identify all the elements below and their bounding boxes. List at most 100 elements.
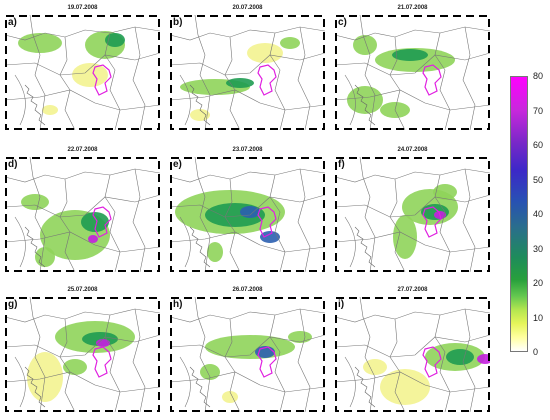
country-border (5, 308, 160, 323)
precipitation-area (433, 184, 457, 200)
region-outline (257, 206, 277, 238)
panel-letter: f) (337, 159, 346, 170)
map-panel: 23.07.2008 e) (170, 146, 325, 274)
country-border (29, 157, 46, 272)
country-border (344, 74, 356, 126)
region-outline (257, 346, 277, 378)
colorbar-tick-label: 80 (533, 71, 544, 81)
country-border (170, 52, 325, 76)
map-frame (170, 297, 325, 412)
country-border (170, 168, 325, 183)
coastline (189, 366, 211, 408)
country-border (389, 178, 406, 272)
precipitation-map (5, 157, 160, 272)
precipitation-area (105, 33, 125, 47)
precipitation-map (335, 15, 490, 130)
country-border (132, 26, 146, 130)
map-panel: 26.07.2008 h) (170, 286, 325, 414)
panel-date: 23.07.2008 (232, 147, 263, 153)
map-frame (335, 15, 490, 130)
country-border (5, 371, 160, 393)
country-border (170, 308, 325, 323)
country-border (179, 216, 191, 268)
coastline (24, 84, 46, 126)
country-border (335, 52, 490, 76)
country-border (14, 356, 26, 408)
panel-letter: h) (172, 299, 184, 310)
country-border (269, 32, 286, 130)
country-border (194, 297, 211, 412)
country-border (5, 89, 160, 111)
country-border (359, 297, 376, 412)
country-border (5, 52, 160, 76)
coastline (24, 226, 46, 268)
map-frame (335, 157, 490, 272)
country-border (5, 334, 160, 358)
panel-letter: b) (172, 17, 184, 28)
country-border (335, 308, 490, 323)
precipitation-area (35, 247, 55, 267)
precipitation-area (81, 212, 109, 232)
panel-date: 26.07.2008 (232, 287, 263, 293)
precipitation-map (335, 157, 490, 272)
country-border (335, 231, 490, 253)
country-border (29, 297, 46, 412)
country-border (179, 74, 191, 126)
map-frame (5, 297, 160, 412)
map-frame (335, 297, 490, 412)
country-border (462, 26, 476, 130)
map-panel: 22.07.2008 d) (5, 146, 160, 274)
colorbar-tick-label: 0 (533, 347, 539, 357)
country-border (224, 36, 241, 130)
map-panel: 21.07.2008 c) (335, 4, 490, 132)
country-border (389, 318, 406, 412)
precipitation-map (335, 297, 490, 412)
region-outline (422, 64, 442, 96)
precipitation-area (446, 349, 474, 365)
country-border (59, 36, 76, 130)
country-border (224, 318, 241, 412)
precipitation-area (260, 231, 280, 243)
country-border (132, 308, 146, 412)
panel-letter: i) (337, 299, 346, 310)
map-panel: 24.07.2008 f) (335, 146, 490, 274)
precipitation-map (5, 297, 160, 412)
coastline (24, 366, 46, 408)
coastline (354, 366, 376, 408)
colorbar-tick-label: 70 (533, 105, 544, 116)
region-outline (92, 346, 112, 378)
coastline (354, 226, 376, 268)
precipitation-map (170, 15, 325, 130)
precipitation-area (240, 206, 260, 218)
precipitation-area (380, 369, 430, 405)
colorbar-tick-label: 50 (533, 174, 544, 185)
country-border (224, 178, 241, 272)
panel-date: 19.07.2008 (67, 5, 98, 11)
country-border (29, 15, 46, 130)
country-border (179, 356, 191, 408)
country-border (462, 308, 476, 412)
country-border (359, 157, 376, 272)
precipitation-area (72, 63, 108, 87)
colorbar-tick-label: 40 (533, 209, 544, 219)
map-frame (5, 157, 160, 272)
precipitation-area (96, 339, 110, 347)
precipitation-area (88, 235, 98, 243)
map-frame (5, 15, 160, 130)
country-border (297, 26, 311, 130)
precipitation-area (42, 105, 58, 115)
country-border (344, 356, 356, 408)
country-border (170, 194, 325, 218)
country-border (170, 334, 325, 358)
map-panel: 27.07.2008 i) (335, 286, 490, 414)
panel-date: 21.07.2008 (397, 5, 428, 11)
country-border (389, 36, 406, 130)
precipitation-map (170, 297, 325, 412)
country-border (434, 174, 451, 272)
country-border (297, 308, 311, 412)
country-border (462, 168, 476, 272)
panel-letter: c) (337, 17, 348, 28)
precipitation-area (477, 354, 490, 364)
panel-date: 25.07.2008 (67, 287, 98, 293)
colorbar: 80 70 60 50 40 30 20 10 0 (510, 71, 544, 357)
